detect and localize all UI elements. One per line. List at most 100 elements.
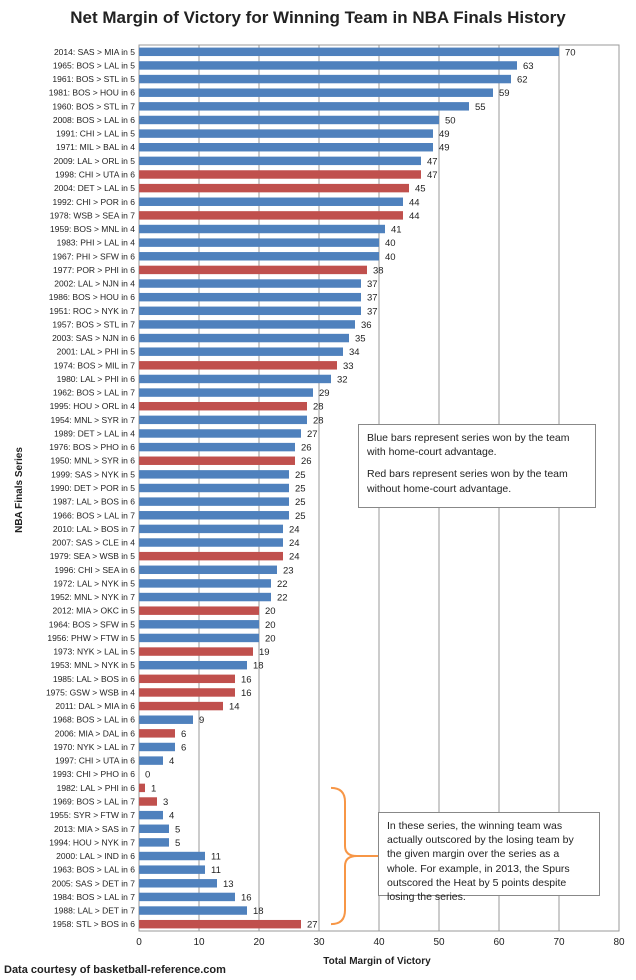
y-tick-label: 2007: SAS > CLE in 4 bbox=[52, 538, 135, 548]
y-tick-label: 1954: MNL > SYR in 7 bbox=[51, 415, 136, 425]
bar bbox=[139, 756, 163, 765]
bar bbox=[139, 279, 361, 288]
data-label: 24 bbox=[289, 538, 300, 549]
data-label: 26 bbox=[301, 443, 312, 454]
y-tick-label: 1977: POR > PHI in 6 bbox=[53, 265, 135, 275]
bar bbox=[139, 620, 259, 629]
y-tick-label: 2003: SAS > NJN in 6 bbox=[52, 333, 135, 343]
y-tick-label: 2012: MIA > OKC in 5 bbox=[53, 606, 136, 616]
bar bbox=[139, 865, 205, 874]
bar bbox=[139, 742, 175, 752]
y-tick-label: 1992: CHI > POR in 6 bbox=[53, 197, 136, 207]
data-label: 24 bbox=[289, 524, 300, 535]
bar bbox=[139, 879, 217, 888]
data-label: 27 bbox=[307, 429, 318, 440]
y-tick-label: 2004: DET > LAL in 5 bbox=[54, 183, 135, 193]
bar bbox=[139, 61, 517, 70]
y-tick-label: 1996: CHI > SEA in 6 bbox=[54, 565, 135, 575]
y-tick-label: 2014: SAS > MIA in 5 bbox=[54, 47, 135, 57]
bar bbox=[139, 347, 343, 356]
bar bbox=[139, 647, 253, 656]
y-tick-label: 1986: BOS > HOU in 6 bbox=[49, 292, 135, 302]
bar bbox=[139, 810, 163, 820]
data-label: 16 bbox=[241, 674, 252, 685]
bar bbox=[139, 606, 259, 615]
data-label: 32 bbox=[337, 374, 348, 385]
data-label: 16 bbox=[241, 892, 252, 903]
y-tick-label: 1976: BOS > PHO in 6 bbox=[49, 442, 135, 452]
data-label: 45 bbox=[415, 184, 426, 195]
bar bbox=[139, 919, 301, 929]
bar bbox=[139, 674, 235, 684]
data-label: 23 bbox=[283, 565, 294, 576]
data-label: 11 bbox=[211, 852, 221, 863]
y-tick-label: 1990: DET > POR in 5 bbox=[50, 483, 135, 493]
bar bbox=[139, 442, 295, 452]
bar bbox=[139, 797, 157, 806]
data-label: 28 bbox=[313, 415, 324, 426]
bar bbox=[139, 252, 379, 261]
data-label: 33 bbox=[343, 361, 354, 372]
data-label: 20 bbox=[265, 620, 276, 631]
y-tick-label: 1980: LAL > PHI in 6 bbox=[57, 374, 136, 384]
data-label: 41 bbox=[391, 225, 402, 236]
y-tick-label: 1978: WSB > SEA in 7 bbox=[50, 210, 136, 220]
data-label: 4 bbox=[169, 811, 174, 822]
data-label: 38 bbox=[373, 265, 384, 276]
bar bbox=[139, 224, 385, 234]
bar bbox=[139, 170, 421, 179]
y-tick-label: 1984: BOS > LAL in 7 bbox=[53, 892, 135, 902]
bar bbox=[139, 688, 235, 697]
y-tick-label: 1975: GSW > WSB in 4 bbox=[46, 687, 135, 697]
bar bbox=[139, 456, 295, 465]
bar bbox=[139, 388, 313, 397]
bar bbox=[139, 265, 367, 275]
data-label: 25 bbox=[295, 511, 306, 522]
data-label: 29 bbox=[319, 388, 330, 399]
legend-note-box: Blue bars represent series won by the te… bbox=[358, 424, 596, 508]
y-tick-label: 1988: LAL > DET in 7 bbox=[54, 906, 135, 916]
y-tick-label: 1994: HOU > NYK in 7 bbox=[49, 837, 135, 847]
x-tick-label: 10 bbox=[193, 937, 205, 948]
data-label: 26 bbox=[301, 456, 312, 467]
y-tick-label: 1985: LAL > BOS in 6 bbox=[53, 674, 135, 684]
y-tick-label: 2013: MIA > SAS in 7 bbox=[54, 824, 135, 834]
y-tick-label: 1950: MNL > SYR in 6 bbox=[51, 456, 136, 466]
x-tick-label: 0 bbox=[136, 937, 142, 948]
note-no-home-court: Red bars represent series won by the tea… bbox=[367, 468, 568, 495]
y-tick-label: 1968: BOS > LAL in 6 bbox=[53, 715, 135, 725]
data-label: 14 bbox=[229, 702, 240, 713]
outscored-bracket bbox=[330, 786, 358, 926]
data-label: 4 bbox=[169, 756, 174, 767]
data-label: 37 bbox=[367, 306, 378, 317]
y-tick-label: 2008: BOS > LAL in 6 bbox=[53, 115, 135, 125]
x-tick-label: 80 bbox=[613, 937, 625, 948]
y-tick-label: 1952: MNL > NYK in 7 bbox=[51, 592, 136, 602]
bar bbox=[139, 292, 361, 302]
bar bbox=[139, 129, 433, 138]
x-tick-label: 20 bbox=[253, 937, 265, 948]
bar bbox=[139, 74, 511, 84]
y-tick-label: 1960: BOS > STL in 7 bbox=[52, 101, 135, 111]
data-label: 22 bbox=[277, 579, 288, 590]
data-label: 3 bbox=[163, 797, 168, 808]
y-tick-label: 2000: LAL > IND in 6 bbox=[56, 851, 135, 861]
bar bbox=[139, 183, 409, 193]
x-tick-label: 70 bbox=[553, 937, 565, 948]
y-tick-label: 1993: CHI > PHO in 6 bbox=[53, 769, 136, 779]
y-tick-label: 1951: ROC > NYK in 7 bbox=[49, 306, 135, 316]
bar bbox=[139, 838, 169, 847]
bar bbox=[139, 851, 205, 861]
y-tick-label: 2002: LAL > NJN in 4 bbox=[54, 279, 135, 289]
y-tick-label: 1979: SEA > WSB in 5 bbox=[50, 551, 136, 561]
bar bbox=[139, 497, 289, 506]
source-credit: Data courtesy of basketball-reference.co… bbox=[4, 964, 226, 976]
bar bbox=[139, 524, 283, 534]
bar bbox=[139, 374, 331, 384]
y-tick-label: 1983: PHI > LAL in 4 bbox=[57, 238, 136, 248]
bar bbox=[139, 143, 433, 152]
data-label: 50 bbox=[445, 115, 456, 126]
y-tick-label: 2001: LAL > PHI in 5 bbox=[57, 347, 136, 357]
data-label: 47 bbox=[427, 156, 438, 167]
